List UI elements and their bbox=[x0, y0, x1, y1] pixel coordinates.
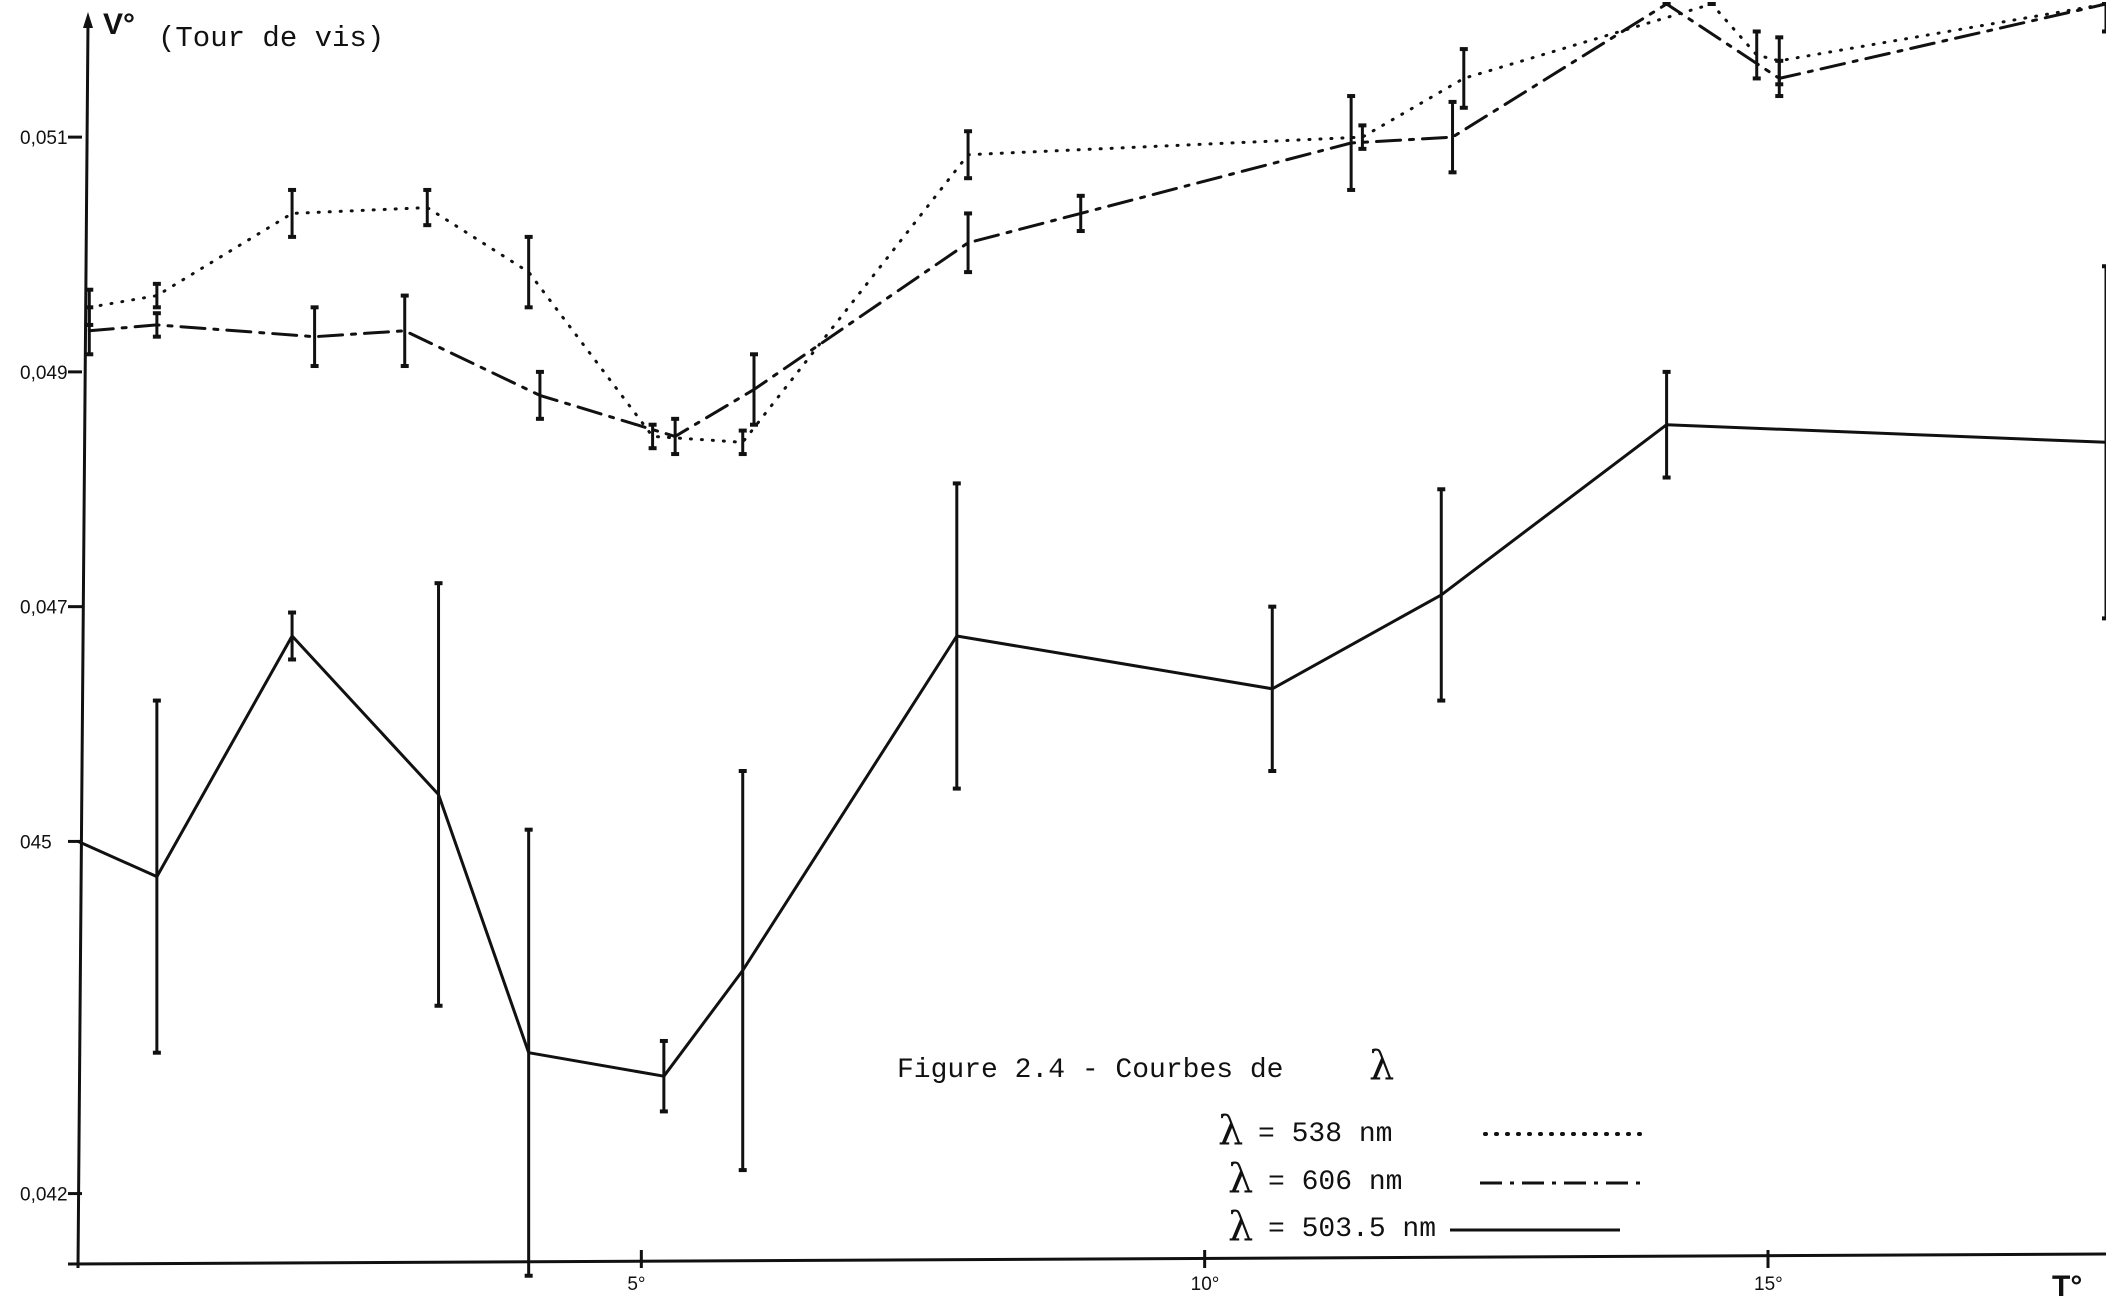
caption-lambda-symbol: λ bbox=[1369, 1043, 1394, 1089]
x-tick-label: 10° bbox=[1191, 1274, 1220, 1295]
legend-label: = 606 nm bbox=[1268, 1167, 1402, 1198]
y-axis-ticks: 0,042 045 0,047 0,049 0,051 bbox=[20, 128, 82, 1206]
series-line bbox=[76, 423, 2106, 1078]
figure-caption: Figure 2.4 - Courbes de bbox=[897, 1055, 1283, 1086]
y-tick-label: 0,051 bbox=[20, 128, 68, 149]
y-tick-label: 0,049 bbox=[20, 363, 68, 384]
y-tick-label: 045 bbox=[20, 832, 52, 853]
y-tick-label: 0,047 bbox=[20, 598, 68, 619]
x-axis-ticks: 5° 10° 15° bbox=[627, 1250, 1783, 1295]
x-tick-label: 15° bbox=[1754, 1274, 1783, 1295]
y-axis-arrow-icon bbox=[83, 12, 93, 28]
legend-lambda-symbol: λ bbox=[1218, 1108, 1243, 1154]
series-dash-dot bbox=[85, 2, 2106, 457]
legend-item-606: λ = 606 nm bbox=[1228, 1156, 1645, 1202]
legend-label: = 503.5 nm bbox=[1268, 1214, 1436, 1245]
y-tick-label: 0,042 bbox=[20, 1185, 68, 1206]
legend-lambda-symbol: λ bbox=[1228, 1156, 1253, 1202]
y-axis-unit: (Tour de vis) bbox=[158, 22, 384, 55]
y-axis-title: V° bbox=[103, 8, 135, 41]
legend-label: = 538 nm bbox=[1258, 1119, 1392, 1150]
series-layer bbox=[76, 2, 2106, 1278]
x-axis-title: T° bbox=[2052, 1270, 2082, 1303]
series-line bbox=[87, 2, 2106, 444]
x-tick-label: 5° bbox=[627, 1274, 645, 1295]
x-axis-line bbox=[67, 1252, 2106, 1266]
series-line bbox=[87, 2, 2106, 438]
legend-lambda-symbol: λ bbox=[1228, 1204, 1253, 1250]
series-solid bbox=[76, 264, 2106, 1278]
legend: λ = 538 nm λ = 606 nm λ = 503.5 nm bbox=[1218, 1108, 1647, 1250]
y-axis-line bbox=[76, 21, 90, 1269]
legend-item-503-5: λ = 503.5 nm bbox=[1228, 1204, 1620, 1250]
series-dotted bbox=[85, 2, 2106, 457]
legend-item-538: λ = 538 nm bbox=[1218, 1108, 1647, 1154]
